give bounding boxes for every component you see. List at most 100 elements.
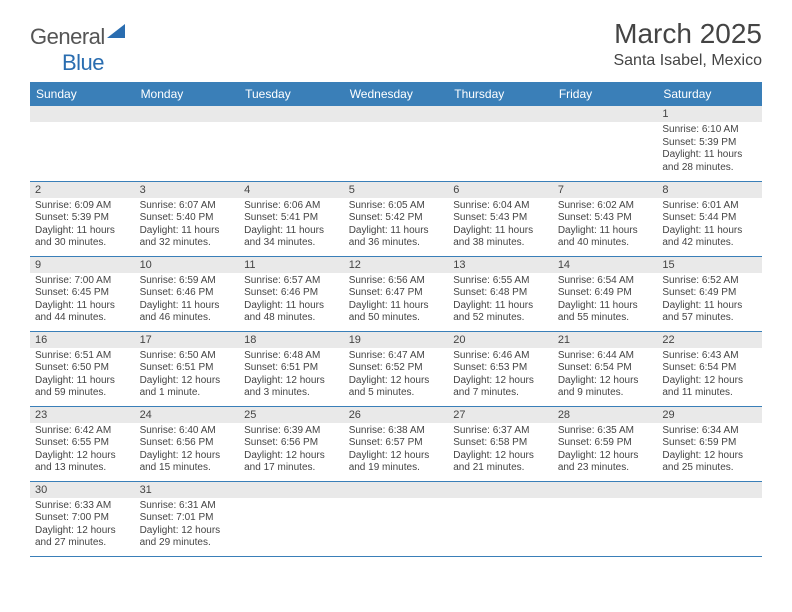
sunset-text: Sunset: 6:56 PM (244, 437, 339, 450)
sunrise-text: Sunrise: 6:02 AM (558, 200, 653, 213)
calendar-cell: 30Sunrise: 6:33 AMSunset: 7:00 PMDayligh… (30, 481, 135, 556)
calendar-row: 23Sunrise: 6:42 AMSunset: 6:55 PMDayligh… (30, 406, 762, 481)
day-number: 26 (344, 407, 449, 423)
day-number (239, 106, 344, 122)
daylight-text: Daylight: 12 hours and 29 minutes. (140, 525, 235, 550)
day-details: Sunrise: 6:09 AMSunset: 5:39 PMDaylight:… (30, 198, 135, 254)
sunrise-text: Sunrise: 6:50 AM (140, 350, 235, 363)
day-number: 11 (239, 257, 344, 273)
day-number (30, 106, 135, 122)
calendar-cell: 6Sunrise: 6:04 AMSunset: 5:43 PMDaylight… (448, 181, 553, 256)
sunset-text: Sunset: 6:59 PM (558, 437, 653, 450)
sunrise-text: Sunrise: 6:38 AM (349, 425, 444, 438)
sunset-text: Sunset: 6:59 PM (662, 437, 757, 450)
daylight-text: Daylight: 12 hours and 1 minute. (140, 375, 235, 400)
dayname-tue: Tuesday (239, 82, 344, 106)
day-number: 18 (239, 332, 344, 348)
daylight-text: Daylight: 11 hours and 28 minutes. (662, 149, 757, 174)
logo-triangle-icon (107, 24, 125, 38)
day-details: Sunrise: 6:43 AMSunset: 6:54 PMDaylight:… (657, 348, 762, 404)
daylight-text: Daylight: 11 hours and 59 minutes. (35, 375, 130, 400)
sunrise-text: Sunrise: 6:40 AM (140, 425, 235, 438)
day-number: 14 (553, 257, 658, 273)
calendar-cell: 9Sunrise: 7:00 AMSunset: 6:45 PMDaylight… (30, 256, 135, 331)
daylight-text: Daylight: 11 hours and 38 minutes. (453, 225, 548, 250)
calendar-cell: 27Sunrise: 6:37 AMSunset: 6:58 PMDayligh… (448, 406, 553, 481)
sunrise-text: Sunrise: 6:05 AM (349, 200, 444, 213)
day-details: Sunrise: 6:56 AMSunset: 6:47 PMDaylight:… (344, 273, 449, 329)
day-number (344, 106, 449, 122)
page: General Blue March 2025 Santa Isabel, Me… (0, 0, 792, 557)
day-number: 25 (239, 407, 344, 423)
calendar-cell: 11Sunrise: 6:57 AMSunset: 6:46 PMDayligh… (239, 256, 344, 331)
sunset-text: Sunset: 7:01 PM (140, 512, 235, 525)
sunrise-text: Sunrise: 6:39 AM (244, 425, 339, 438)
sunrise-text: Sunrise: 6:31 AM (140, 500, 235, 513)
day-details: Sunrise: 6:54 AMSunset: 6:49 PMDaylight:… (553, 273, 658, 329)
day-number: 24 (135, 407, 240, 423)
day-number (657, 482, 762, 498)
day-number: 2 (30, 182, 135, 198)
daylight-text: Daylight: 12 hours and 3 minutes. (244, 375, 339, 400)
daylight-text: Daylight: 11 hours and 36 minutes. (349, 225, 444, 250)
daylight-text: Daylight: 12 hours and 5 minutes. (349, 375, 444, 400)
sunrise-text: Sunrise: 6:10 AM (662, 124, 757, 137)
calendar-cell: 5Sunrise: 6:05 AMSunset: 5:42 PMDaylight… (344, 181, 449, 256)
calendar-cell (657, 481, 762, 556)
calendar-cell: 22Sunrise: 6:43 AMSunset: 6:54 PMDayligh… (657, 331, 762, 406)
calendar-cell: 18Sunrise: 6:48 AMSunset: 6:51 PMDayligh… (239, 331, 344, 406)
sunset-text: Sunset: 5:44 PM (662, 212, 757, 225)
sunrise-text: Sunrise: 6:42 AM (35, 425, 130, 438)
sunset-text: Sunset: 6:54 PM (558, 362, 653, 375)
sunset-text: Sunset: 6:45 PM (35, 287, 130, 300)
sunset-text: Sunset: 6:49 PM (662, 287, 757, 300)
sunset-text: Sunset: 6:51 PM (140, 362, 235, 375)
sunset-text: Sunset: 6:46 PM (140, 287, 235, 300)
day-number (239, 482, 344, 498)
sunset-text: Sunset: 6:46 PM (244, 287, 339, 300)
sunset-text: Sunset: 6:53 PM (453, 362, 548, 375)
day-details: Sunrise: 6:39 AMSunset: 6:56 PMDaylight:… (239, 423, 344, 479)
daylight-text: Daylight: 12 hours and 17 minutes. (244, 450, 339, 475)
sunset-text: Sunset: 7:00 PM (35, 512, 130, 525)
sunset-text: Sunset: 6:51 PM (244, 362, 339, 375)
title-block: March 2025 Santa Isabel, Mexico (613, 18, 762, 70)
calendar-cell: 29Sunrise: 6:34 AMSunset: 6:59 PMDayligh… (657, 406, 762, 481)
sunrise-text: Sunrise: 6:55 AM (453, 275, 548, 288)
dayname-mon: Monday (135, 82, 240, 106)
sunrise-text: Sunrise: 7:00 AM (35, 275, 130, 288)
calendar-cell (448, 106, 553, 181)
daylight-text: Daylight: 12 hours and 9 minutes. (558, 375, 653, 400)
sunrise-text: Sunrise: 6:56 AM (349, 275, 444, 288)
sunset-text: Sunset: 5:40 PM (140, 212, 235, 225)
sunset-text: Sunset: 6:55 PM (35, 437, 130, 450)
day-details: Sunrise: 6:50 AMSunset: 6:51 PMDaylight:… (135, 348, 240, 404)
dayname-sun: Sunday (30, 82, 135, 106)
day-number: 21 (553, 332, 658, 348)
calendar-cell: 31Sunrise: 6:31 AMSunset: 7:01 PMDayligh… (135, 481, 240, 556)
calendar-cell (239, 106, 344, 181)
sunset-text: Sunset: 6:49 PM (558, 287, 653, 300)
day-details: Sunrise: 6:37 AMSunset: 6:58 PMDaylight:… (448, 423, 553, 479)
dayname-fri: Friday (553, 82, 658, 106)
day-number: 6 (448, 182, 553, 198)
day-number: 4 (239, 182, 344, 198)
daylight-text: Daylight: 11 hours and 52 minutes. (453, 300, 548, 325)
daylight-text: Daylight: 11 hours and 32 minutes. (140, 225, 235, 250)
sunset-text: Sunset: 5:41 PM (244, 212, 339, 225)
day-number: 1 (657, 106, 762, 122)
day-details: Sunrise: 6:10 AMSunset: 5:39 PMDaylight:… (657, 122, 762, 178)
day-number: 28 (553, 407, 658, 423)
day-details: Sunrise: 6:34 AMSunset: 6:59 PMDaylight:… (657, 423, 762, 479)
day-details: Sunrise: 6:01 AMSunset: 5:44 PMDaylight:… (657, 198, 762, 254)
daylight-text: Daylight: 11 hours and 30 minutes. (35, 225, 130, 250)
calendar-cell (30, 106, 135, 181)
sunset-text: Sunset: 6:58 PM (453, 437, 548, 450)
sunset-text: Sunset: 6:48 PM (453, 287, 548, 300)
daylight-text: Daylight: 11 hours and 55 minutes. (558, 300, 653, 325)
calendar-cell: 3Sunrise: 6:07 AMSunset: 5:40 PMDaylight… (135, 181, 240, 256)
sunrise-text: Sunrise: 6:07 AM (140, 200, 235, 213)
day-number: 22 (657, 332, 762, 348)
day-details: Sunrise: 6:59 AMSunset: 6:46 PMDaylight:… (135, 273, 240, 329)
calendar-cell: 15Sunrise: 6:52 AMSunset: 6:49 PMDayligh… (657, 256, 762, 331)
